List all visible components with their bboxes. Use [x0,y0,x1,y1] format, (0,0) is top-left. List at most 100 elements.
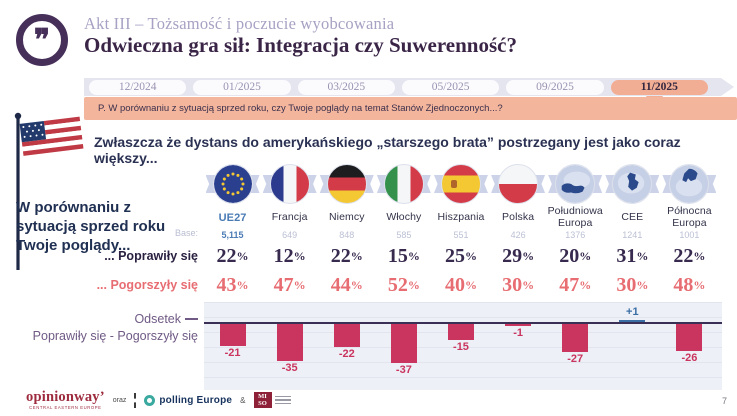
footer-divider [134,392,137,408]
worsened-value: 30% [616,274,649,296]
worsened-value: 30% [502,274,535,296]
poland-flag-icon [498,164,539,204]
bar-cell: -27 [547,302,604,390]
diff-bar-label: -15 [453,341,469,353]
improved-value: 25% [444,245,477,267]
bar-cell: -26 [661,302,718,390]
polling-europe-logo: polling Europe [144,394,232,406]
diff-bar [276,324,303,361]
diff-bar-label: -37 [395,364,412,376]
bar-cell: -21 [204,302,261,390]
improved-value: 20% [559,245,592,267]
country-name: CEE [621,210,644,223]
worsened-value: 47% [559,274,592,296]
country-name: Południowa Europa [547,205,603,229]
bar-cell: -37 [375,302,432,390]
diff-bar-label: -35 [281,362,298,374]
cee-map-icon [612,164,653,204]
tab-03-2025[interactable]: 03/2025 [298,80,395,95]
country-name: Francja [271,210,308,223]
tab-09-2025[interactable]: 09/2025 [506,80,603,95]
improved-value: 31% [616,245,649,267]
side-note: W porównaniu z sytuacją sprzed roku Twoj… [16,199,166,255]
diff-bar [676,324,703,351]
diff-bar-label: -21 [224,347,241,359]
ampersand-text: & [240,395,246,405]
survey-question: P. W porównaniu z sytuacją sprzed roku, … [84,97,737,120]
base-values-row: 5,115 649 848 585 551 426 1376 1241 1001 [204,229,718,240]
eu-flag-icon [212,164,253,204]
worsened-value: 44% [330,274,363,296]
wave-timeline: 12/2024 01/2025 03/2025 05/2025 09/2025 … [84,78,734,96]
tab-05-2025[interactable]: 05/2025 [402,80,499,95]
worsened-value: 43% [216,274,249,296]
diff-bar [219,324,246,346]
us-flag-illustration [14,112,84,270]
tab-01-2025[interactable]: 01/2025 [193,80,290,95]
base-value: 551 [453,229,469,240]
diff-bar [505,324,532,326]
diff-bar-label: -27 [567,353,584,365]
improved-value: 29% [502,245,535,267]
base-value: 5,115 [221,229,244,240]
country-flags-row [204,162,718,206]
bar-cell: -1 [490,302,547,390]
page-title: Odwieczna gra sił: Integracja czy Suwere… [84,33,517,57]
base-value: 585 [396,229,412,240]
tab-11-2025-active[interactable]: 11/2025 [611,80,708,95]
headline-text: Zwłaszcza że dystans do amerykańskiego „… [94,134,681,166]
improved-value: 22% [673,245,706,267]
polling-europe-icon [144,394,156,406]
bar-cell: +1 [604,302,661,390]
base-value: 1241 [622,229,643,240]
south-europe-map-icon [555,164,596,204]
improved-values-row: 22% 12% 22% 15% 25% 29% 20% 31% 22% [204,243,718,270]
spain-flag-icon [440,164,481,204]
worsened-values-row: 43% 47% 44% 52% 40% 30% 47% 30% 48% [204,271,718,300]
worsened-value: 48% [673,274,706,296]
italy-flag-icon [383,164,424,204]
diff-bar-label: -26 [681,352,698,364]
base-value: 848 [339,229,355,240]
improved-value: 22% [216,245,249,267]
miso-logo-text-lines [274,395,291,405]
improved-value: 15% [387,245,420,267]
conjunction-text: oraz [112,396,127,404]
base-value: 426 [510,229,526,240]
diff-bar-label: -22 [338,348,355,360]
label-connector-line [185,318,198,320]
base-label: Base: [174,228,198,238]
country-name: Północna Europa [667,205,712,229]
worsened-value: 52% [387,274,420,296]
worsened-row-label: ... Pogorszyły się [96,278,198,292]
improved-row-label: ... Poprawiły się [104,249,198,263]
footer-logos: opinionway’ CENTRAL EASTERN EUROPE oraz … [26,389,291,411]
base-value: 649 [282,229,298,240]
tab-12-2024[interactable]: 12/2024 [89,80,186,95]
germany-flag-icon [326,164,367,204]
diff-chart-label: Odsetek Poprawiły się - Pogorszyły się [32,312,198,343]
bar-cell: -15 [432,302,489,390]
country-name: UE27 [218,211,247,224]
country-name: Niemcy [328,210,365,223]
france-flag-icon [269,164,310,204]
country-name: Polska [502,210,535,223]
opinionway-logo: opinionway’ CENTRAL EASTERN EUROPE [26,388,105,411]
diff-bar [390,324,417,363]
improved-value: 22% [330,245,363,267]
country-names-row: UE27 Francja Niemcy Włochy Hiszpania Pol… [204,205,718,229]
miso-logo: MI SO [253,392,291,408]
bar-cell: -22 [318,302,375,390]
worsened-value: 47% [273,274,306,296]
north-europe-map-icon [669,164,710,204]
diff-bar [447,324,474,340]
chart-zero-line [204,322,722,324]
diff-bar-label: -1 [513,327,523,339]
country-name: Hiszpania [437,210,485,223]
diff-bar [619,320,646,322]
base-value: 1376 [565,229,586,240]
improved-value: 12% [273,245,306,267]
slide-kicker: Akt III – Tożsamość i poczucie wyobcowan… [84,14,395,33]
worsened-value: 40% [444,274,477,296]
